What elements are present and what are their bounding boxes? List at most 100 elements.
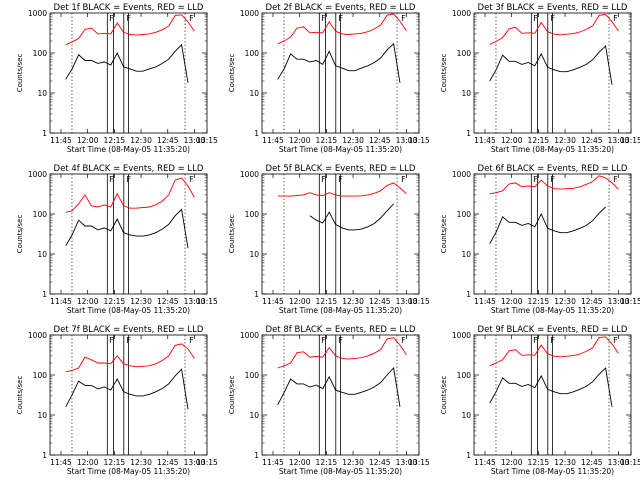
x-tick-label: 12:00 bbox=[501, 136, 523, 145]
flag-label: F bbox=[321, 14, 326, 23]
plot-panel: Det 7f BLACK = Events, RED = LLD 1 10 100 10… bbox=[16, 325, 218, 476]
x-axis-label: Start Time (08-May-05 11:35:20) bbox=[491, 145, 614, 154]
x-tick-label: 12:15 bbox=[104, 297, 126, 306]
y-tick-label: 10 bbox=[37, 89, 47, 98]
x-axis-label: Start Time (08-May-05 11:35:20) bbox=[279, 145, 402, 154]
plot-panel: Det 1f BLACK = Events, RED = LLD 1 10 100 10… bbox=[16, 3, 218, 154]
x-tick-label: 11:45 bbox=[50, 458, 72, 467]
x-tick-label: 12:45 bbox=[369, 136, 391, 145]
x-tick-label: 12:15 bbox=[104, 458, 126, 467]
y-tick-label: 100 bbox=[245, 371, 260, 380]
plot-title: Det 2f BLACK = Events, RED = LLD bbox=[266, 3, 416, 13]
y-tick-label: 10 bbox=[37, 411, 47, 420]
y-tick-label: 1000 bbox=[28, 170, 47, 179]
x-tick-label: 13:15 bbox=[408, 458, 430, 467]
lld-series-line bbox=[489, 13, 619, 45]
flag-label: F bbox=[550, 175, 555, 184]
x-tick-label: 12:15 bbox=[528, 297, 550, 306]
y-tick-label: 100 bbox=[245, 210, 260, 219]
flag-label: F bbox=[533, 336, 538, 345]
x-tick-label: 12:30 bbox=[554, 458, 576, 467]
x-tick-label: 12:30 bbox=[554, 136, 576, 145]
plot-panel: Det 9f BLACK = Events, RED = LLD 1 10 100 10… bbox=[440, 325, 640, 476]
flag-label: F bbox=[613, 336, 618, 345]
lld-series-line bbox=[277, 182, 407, 197]
x-tick-label: 13:00 bbox=[396, 136, 418, 145]
y-tick-label: 1 bbox=[42, 129, 47, 138]
x-tick-label: 13:00 bbox=[608, 297, 630, 306]
y-tick-label: 1 bbox=[466, 451, 471, 460]
x-tick-label: 12:15 bbox=[316, 136, 338, 145]
flag-label: F bbox=[338, 336, 343, 345]
x-tick-label: 13:15 bbox=[196, 297, 218, 306]
x-tick-label: 12:00 bbox=[289, 297, 311, 306]
events-series-line bbox=[309, 203, 394, 231]
plot-panel: Det 8f BLACK = Events, RED = LLD 1 10 100 10… bbox=[228, 325, 430, 476]
x-tick-label: 12:30 bbox=[342, 136, 364, 145]
x-tick-label: 12:00 bbox=[77, 458, 99, 467]
x-tick-label: 12:00 bbox=[77, 297, 99, 306]
y-tick-label: 100 bbox=[33, 371, 48, 380]
plot-panel: Det 5f BLACK = Events, RED = LLD 1 10 100 10… bbox=[228, 164, 430, 315]
x-tick-label: 13:00 bbox=[184, 136, 206, 145]
plot-title: Det 1f BLACK = Events, RED = LLD bbox=[54, 3, 204, 13]
y-tick-label: 1 bbox=[254, 451, 259, 460]
x-tick-label: 13:00 bbox=[184, 458, 206, 467]
flag-label: F bbox=[321, 336, 326, 345]
x-tick-label: 11:45 bbox=[262, 136, 284, 145]
y-tick-label: 10 bbox=[461, 89, 471, 98]
y-axis-label: Counts/sec bbox=[228, 54, 236, 93]
y-axis-label: Counts/sec bbox=[228, 215, 236, 254]
y-tick-label: 1 bbox=[466, 129, 471, 138]
plot-title: Det 5f BLACK = Events, RED = LLD bbox=[266, 164, 416, 174]
flag-label: F bbox=[401, 175, 406, 184]
plot-title: Det 8f BLACK = Events, RED = LLD bbox=[266, 325, 416, 335]
lld-series-line bbox=[277, 13, 407, 45]
y-axis-label: Counts/sec bbox=[440, 54, 448, 93]
events-series-line bbox=[489, 367, 613, 407]
x-tick-label: 12:00 bbox=[77, 136, 99, 145]
x-axis-label: Start Time (08-May-05 11:35:20) bbox=[491, 467, 614, 476]
y-tick-label: 10 bbox=[37, 250, 47, 259]
lld-series-line bbox=[489, 175, 619, 195]
x-tick-label: 12:00 bbox=[501, 458, 523, 467]
events-series-line bbox=[489, 206, 606, 245]
y-tick-label: 1000 bbox=[240, 9, 259, 18]
x-tick-label: 13:15 bbox=[620, 458, 640, 467]
flag-label: F bbox=[126, 175, 131, 184]
x-tick-label: 13:00 bbox=[608, 458, 630, 467]
flag-label: F bbox=[109, 336, 114, 345]
y-tick-label: 1 bbox=[42, 451, 47, 460]
y-tick-label: 1000 bbox=[452, 331, 471, 340]
flag-label: F bbox=[126, 336, 131, 345]
x-tick-label: 12:15 bbox=[528, 136, 550, 145]
x-tick-label: 12:45 bbox=[157, 136, 179, 145]
x-tick-label: 12:30 bbox=[130, 458, 152, 467]
y-tick-label: 1 bbox=[254, 290, 259, 299]
y-axis-label: Counts/sec bbox=[16, 215, 24, 254]
x-tick-label: 13:15 bbox=[196, 458, 218, 467]
flag-label: F bbox=[189, 175, 194, 184]
x-tick-label: 13:15 bbox=[196, 136, 218, 145]
lld-series-line bbox=[65, 14, 195, 46]
x-tick-label: 12:30 bbox=[342, 458, 364, 467]
y-tick-label: 1000 bbox=[28, 9, 47, 18]
y-tick-label: 1 bbox=[466, 290, 471, 299]
plot-title: Det 4f BLACK = Events, RED = LLD bbox=[54, 164, 204, 174]
y-tick-label: 10 bbox=[461, 411, 471, 420]
x-tick-label: 12:45 bbox=[157, 297, 179, 306]
plot-title: Det 7f BLACK = Events, RED = LLD bbox=[54, 325, 204, 335]
y-tick-label: 100 bbox=[33, 210, 48, 219]
y-axis-label: Counts/sec bbox=[228, 376, 236, 415]
flag-label: F bbox=[338, 14, 343, 23]
y-tick-label: 10 bbox=[249, 250, 259, 259]
x-axis-label: Start Time (08-May-05 11:35:20) bbox=[67, 145, 190, 154]
flag-label: F bbox=[126, 14, 131, 23]
events-series-line bbox=[65, 368, 189, 410]
x-axis-label: Start Time (08-May-05 11:35:20) bbox=[279, 306, 402, 315]
x-tick-label: 13:15 bbox=[408, 297, 430, 306]
y-axis-label: Counts/sec bbox=[440, 215, 448, 254]
x-tick-label: 13:00 bbox=[396, 458, 418, 467]
y-axis-label: Counts/sec bbox=[16, 54, 24, 93]
x-tick-label: 12:45 bbox=[581, 297, 603, 306]
